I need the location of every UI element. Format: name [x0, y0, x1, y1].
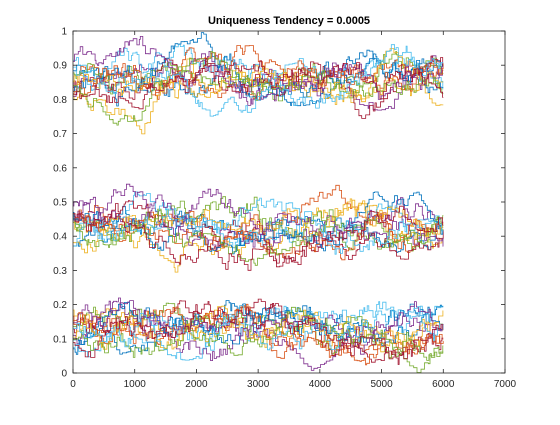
series-line: [73, 44, 444, 117]
x-tick-label: 0: [70, 379, 76, 390]
series-line: [73, 183, 444, 247]
series-line: [73, 209, 444, 266]
ticks-layer: 0 1000 2000 3000 4000 5000 6000 7000 0 0.1 0.2 0.3 0…: [53, 27, 516, 391]
series-line: [73, 45, 444, 96]
series-line: [73, 197, 444, 255]
series-line: [73, 305, 444, 361]
y-tick-label: 0.7: [53, 129, 67, 140]
x-tick-label: 1000: [124, 379, 147, 390]
series-line: [73, 57, 444, 135]
y-tick-label: 0.8: [53, 95, 67, 106]
y-tick-label: 1: [61, 27, 67, 38]
series-line: [73, 301, 444, 365]
series-line: [73, 199, 444, 254]
x-tick-label: 4000: [309, 379, 332, 390]
y-tick-label: 0.4: [53, 232, 67, 243]
series-line: [73, 203, 444, 271]
series-line: [73, 301, 444, 358]
y-tick-label: 0.9: [53, 61, 67, 72]
y-tick-label: 0.6: [53, 163, 67, 174]
y-tick-label: 0.1: [53, 334, 67, 345]
series-line: [73, 55, 444, 119]
series-layer: [73, 32, 444, 373]
series-line: [73, 51, 444, 111]
y-tick-label: 0.2: [53, 300, 67, 311]
series-line: [73, 36, 444, 106]
y-tick-label: 0.5: [53, 198, 67, 209]
series-line: [73, 58, 444, 110]
y-tick-label: 0: [61, 369, 67, 380]
series-line: [73, 309, 444, 350]
x-tick-label: 3000: [247, 379, 270, 390]
series-line: [73, 306, 444, 361]
chart-title: Uniqueness Tendency = 0.0005: [208, 15, 370, 27]
x-tick-label: 5000: [370, 379, 393, 390]
y-tick-label: 0.3: [53, 266, 67, 277]
series-line: [73, 303, 444, 366]
x-tick-label: 6000: [432, 379, 455, 390]
series-line: [73, 197, 444, 250]
x-tick-label: 2000: [185, 379, 208, 390]
series-line: [73, 191, 444, 249]
x-tick-label: 7000: [494, 379, 517, 390]
